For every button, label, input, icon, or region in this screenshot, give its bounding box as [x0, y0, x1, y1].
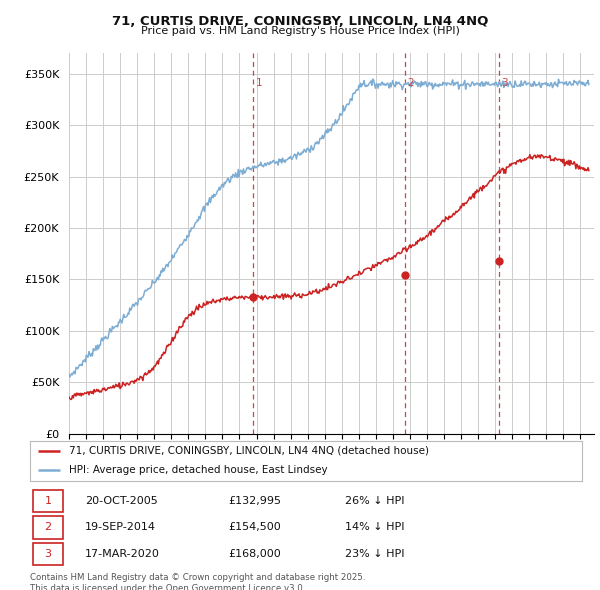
Text: Contains HM Land Registry data © Crown copyright and database right 2025.
This d: Contains HM Land Registry data © Crown c… — [30, 573, 365, 590]
Text: £132,995: £132,995 — [229, 496, 282, 506]
Text: 2: 2 — [407, 78, 415, 88]
Text: 14% ↓ HPI: 14% ↓ HPI — [344, 522, 404, 532]
Text: 17-MAR-2020: 17-MAR-2020 — [85, 549, 160, 559]
Text: 1: 1 — [44, 496, 52, 506]
Text: 23% ↓ HPI: 23% ↓ HPI — [344, 549, 404, 559]
Text: 71, CURTIS DRIVE, CONINGSBY, LINCOLN, LN4 4NQ (detached house): 71, CURTIS DRIVE, CONINGSBY, LINCOLN, LN… — [68, 446, 428, 455]
FancyBboxPatch shape — [33, 490, 63, 512]
Text: 20-OCT-2005: 20-OCT-2005 — [85, 496, 158, 506]
Text: £168,000: £168,000 — [229, 549, 281, 559]
Text: 26% ↓ HPI: 26% ↓ HPI — [344, 496, 404, 506]
Text: £154,500: £154,500 — [229, 522, 281, 532]
Text: 71, CURTIS DRIVE, CONINGSBY, LINCOLN, LN4 4NQ: 71, CURTIS DRIVE, CONINGSBY, LINCOLN, LN… — [112, 15, 488, 28]
Text: Price paid vs. HM Land Registry's House Price Index (HPI): Price paid vs. HM Land Registry's House … — [140, 26, 460, 36]
Text: HPI: Average price, detached house, East Lindsey: HPI: Average price, detached house, East… — [68, 464, 327, 474]
Text: 3: 3 — [44, 549, 52, 559]
Text: 3: 3 — [502, 78, 508, 88]
Text: 2: 2 — [44, 522, 52, 532]
FancyBboxPatch shape — [33, 516, 63, 539]
Text: 19-SEP-2014: 19-SEP-2014 — [85, 522, 156, 532]
FancyBboxPatch shape — [33, 543, 63, 565]
Text: 1: 1 — [256, 78, 262, 88]
